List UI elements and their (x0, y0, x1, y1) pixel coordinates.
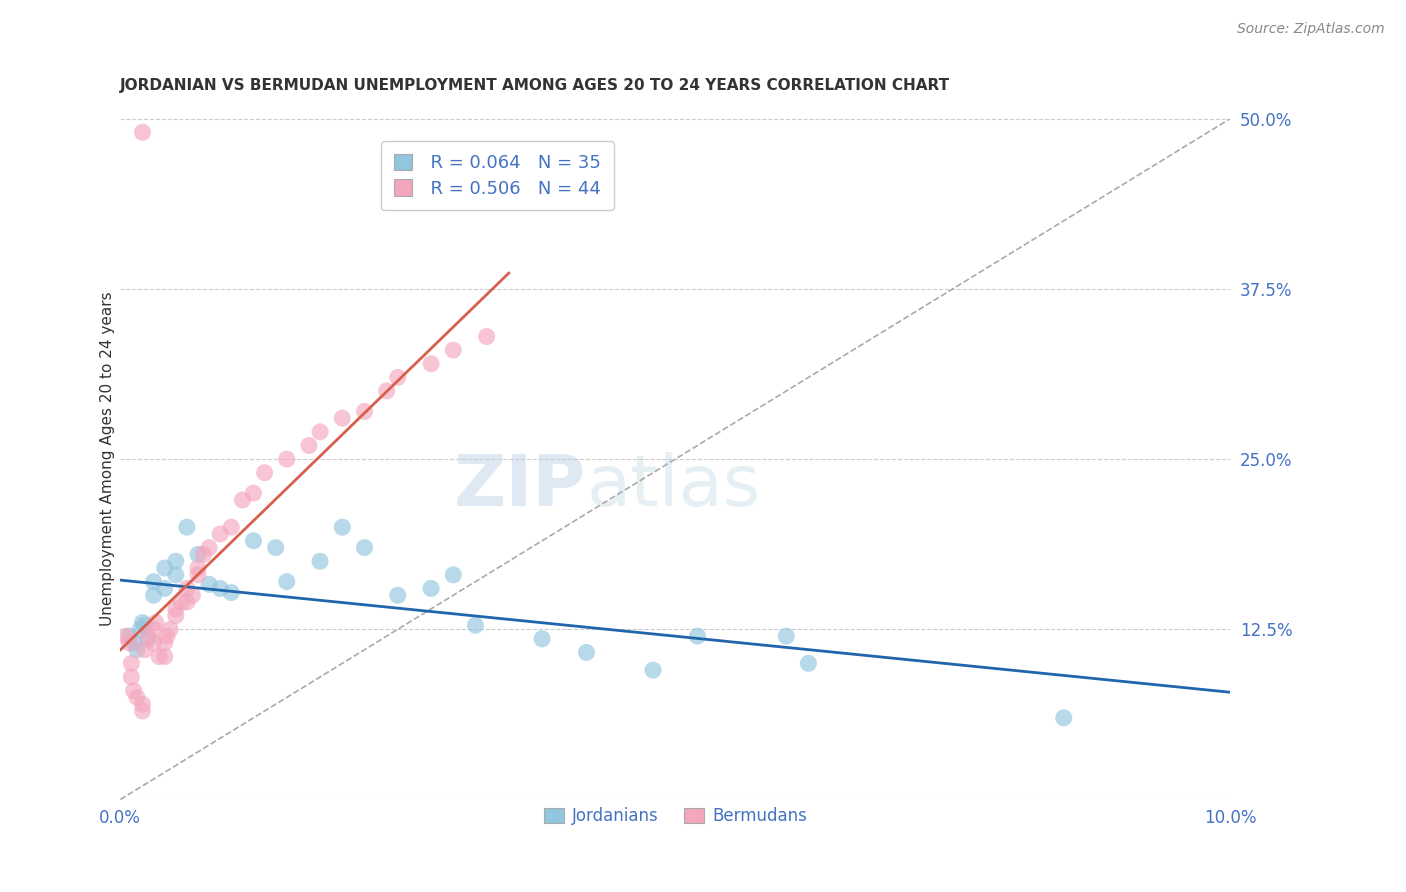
Point (145, 615, 167, 630)
Point (187, 567, 209, 582)
Point (330, 520, 353, 534)
Point (187, 561, 209, 575)
Point (253, 466, 276, 480)
Point (120, 670, 142, 684)
Point (136, 629, 159, 643)
Point (165, 554, 187, 568)
Point (420, 582, 443, 596)
Point (131, 125, 153, 139)
Text: JORDANIAN VS BERMUDAN UNEMPLOYMENT AMONG AGES 20 TO 24 YEARS CORRELATION CHART: JORDANIAN VS BERMUDAN UNEMPLOYMENT AMONG… (121, 78, 950, 93)
Point (330, 411, 353, 425)
Point (129, 622, 152, 636)
Point (441, 567, 464, 582)
Point (156, 629, 179, 643)
Point (153, 636, 176, 650)
Point (142, 588, 165, 602)
Point (775, 629, 797, 643)
Point (125, 642, 148, 657)
Point (475, 329, 498, 343)
Point (176, 595, 198, 609)
Point (420, 357, 443, 371)
Point (176, 582, 198, 596)
Point (198, 541, 221, 555)
Point (142, 574, 165, 589)
Point (298, 438, 321, 452)
Point (142, 636, 165, 650)
Point (118, 636, 141, 650)
Point (142, 622, 165, 636)
Point (221, 520, 243, 534)
Point (441, 343, 464, 358)
Point (165, 602, 187, 616)
Point (131, 615, 153, 630)
Point (134, 642, 156, 657)
Point (153, 649, 176, 664)
Point (686, 629, 709, 643)
Point (353, 541, 375, 555)
Point (131, 697, 153, 711)
Point (153, 561, 176, 575)
Point (231, 492, 253, 507)
Text: ZIP: ZIP (454, 452, 586, 521)
Point (309, 425, 332, 439)
Point (153, 582, 176, 596)
Point (181, 588, 204, 602)
Y-axis label: Unemployment Among Ages 20 to 24 years: Unemployment Among Ages 20 to 24 years (100, 292, 115, 626)
Point (209, 582, 232, 596)
Point (375, 384, 398, 398)
Point (531, 632, 554, 646)
Point (387, 588, 409, 602)
Point (148, 649, 170, 664)
Text: Source: ZipAtlas.com: Source: ZipAtlas.com (1237, 22, 1385, 37)
Point (575, 645, 598, 659)
Point (118, 629, 141, 643)
Point (193, 548, 215, 562)
Point (136, 632, 159, 646)
Point (125, 690, 148, 705)
Point (115, 629, 138, 643)
Point (122, 683, 145, 698)
Point (120, 657, 142, 671)
Point (170, 595, 193, 609)
Point (264, 541, 287, 555)
Point (187, 548, 209, 562)
Point (198, 577, 221, 591)
Point (309, 554, 332, 568)
Point (122, 636, 145, 650)
Point (1053, 711, 1076, 725)
Point (165, 608, 187, 623)
Point (134, 618, 156, 632)
Point (209, 527, 232, 541)
Legend: Jordanians, Bermudans: Jordanians, Bermudans (537, 801, 814, 832)
Point (387, 370, 409, 384)
Point (176, 520, 198, 534)
Point (131, 704, 153, 718)
Point (276, 574, 298, 589)
Point (221, 585, 243, 599)
Point (242, 533, 264, 548)
Point (797, 657, 820, 671)
Text: atlas: atlas (586, 452, 761, 521)
Point (242, 486, 264, 500)
Point (159, 622, 181, 636)
Point (165, 567, 187, 582)
Point (464, 618, 486, 632)
Point (641, 663, 664, 677)
Point (276, 452, 298, 467)
Point (353, 404, 375, 418)
